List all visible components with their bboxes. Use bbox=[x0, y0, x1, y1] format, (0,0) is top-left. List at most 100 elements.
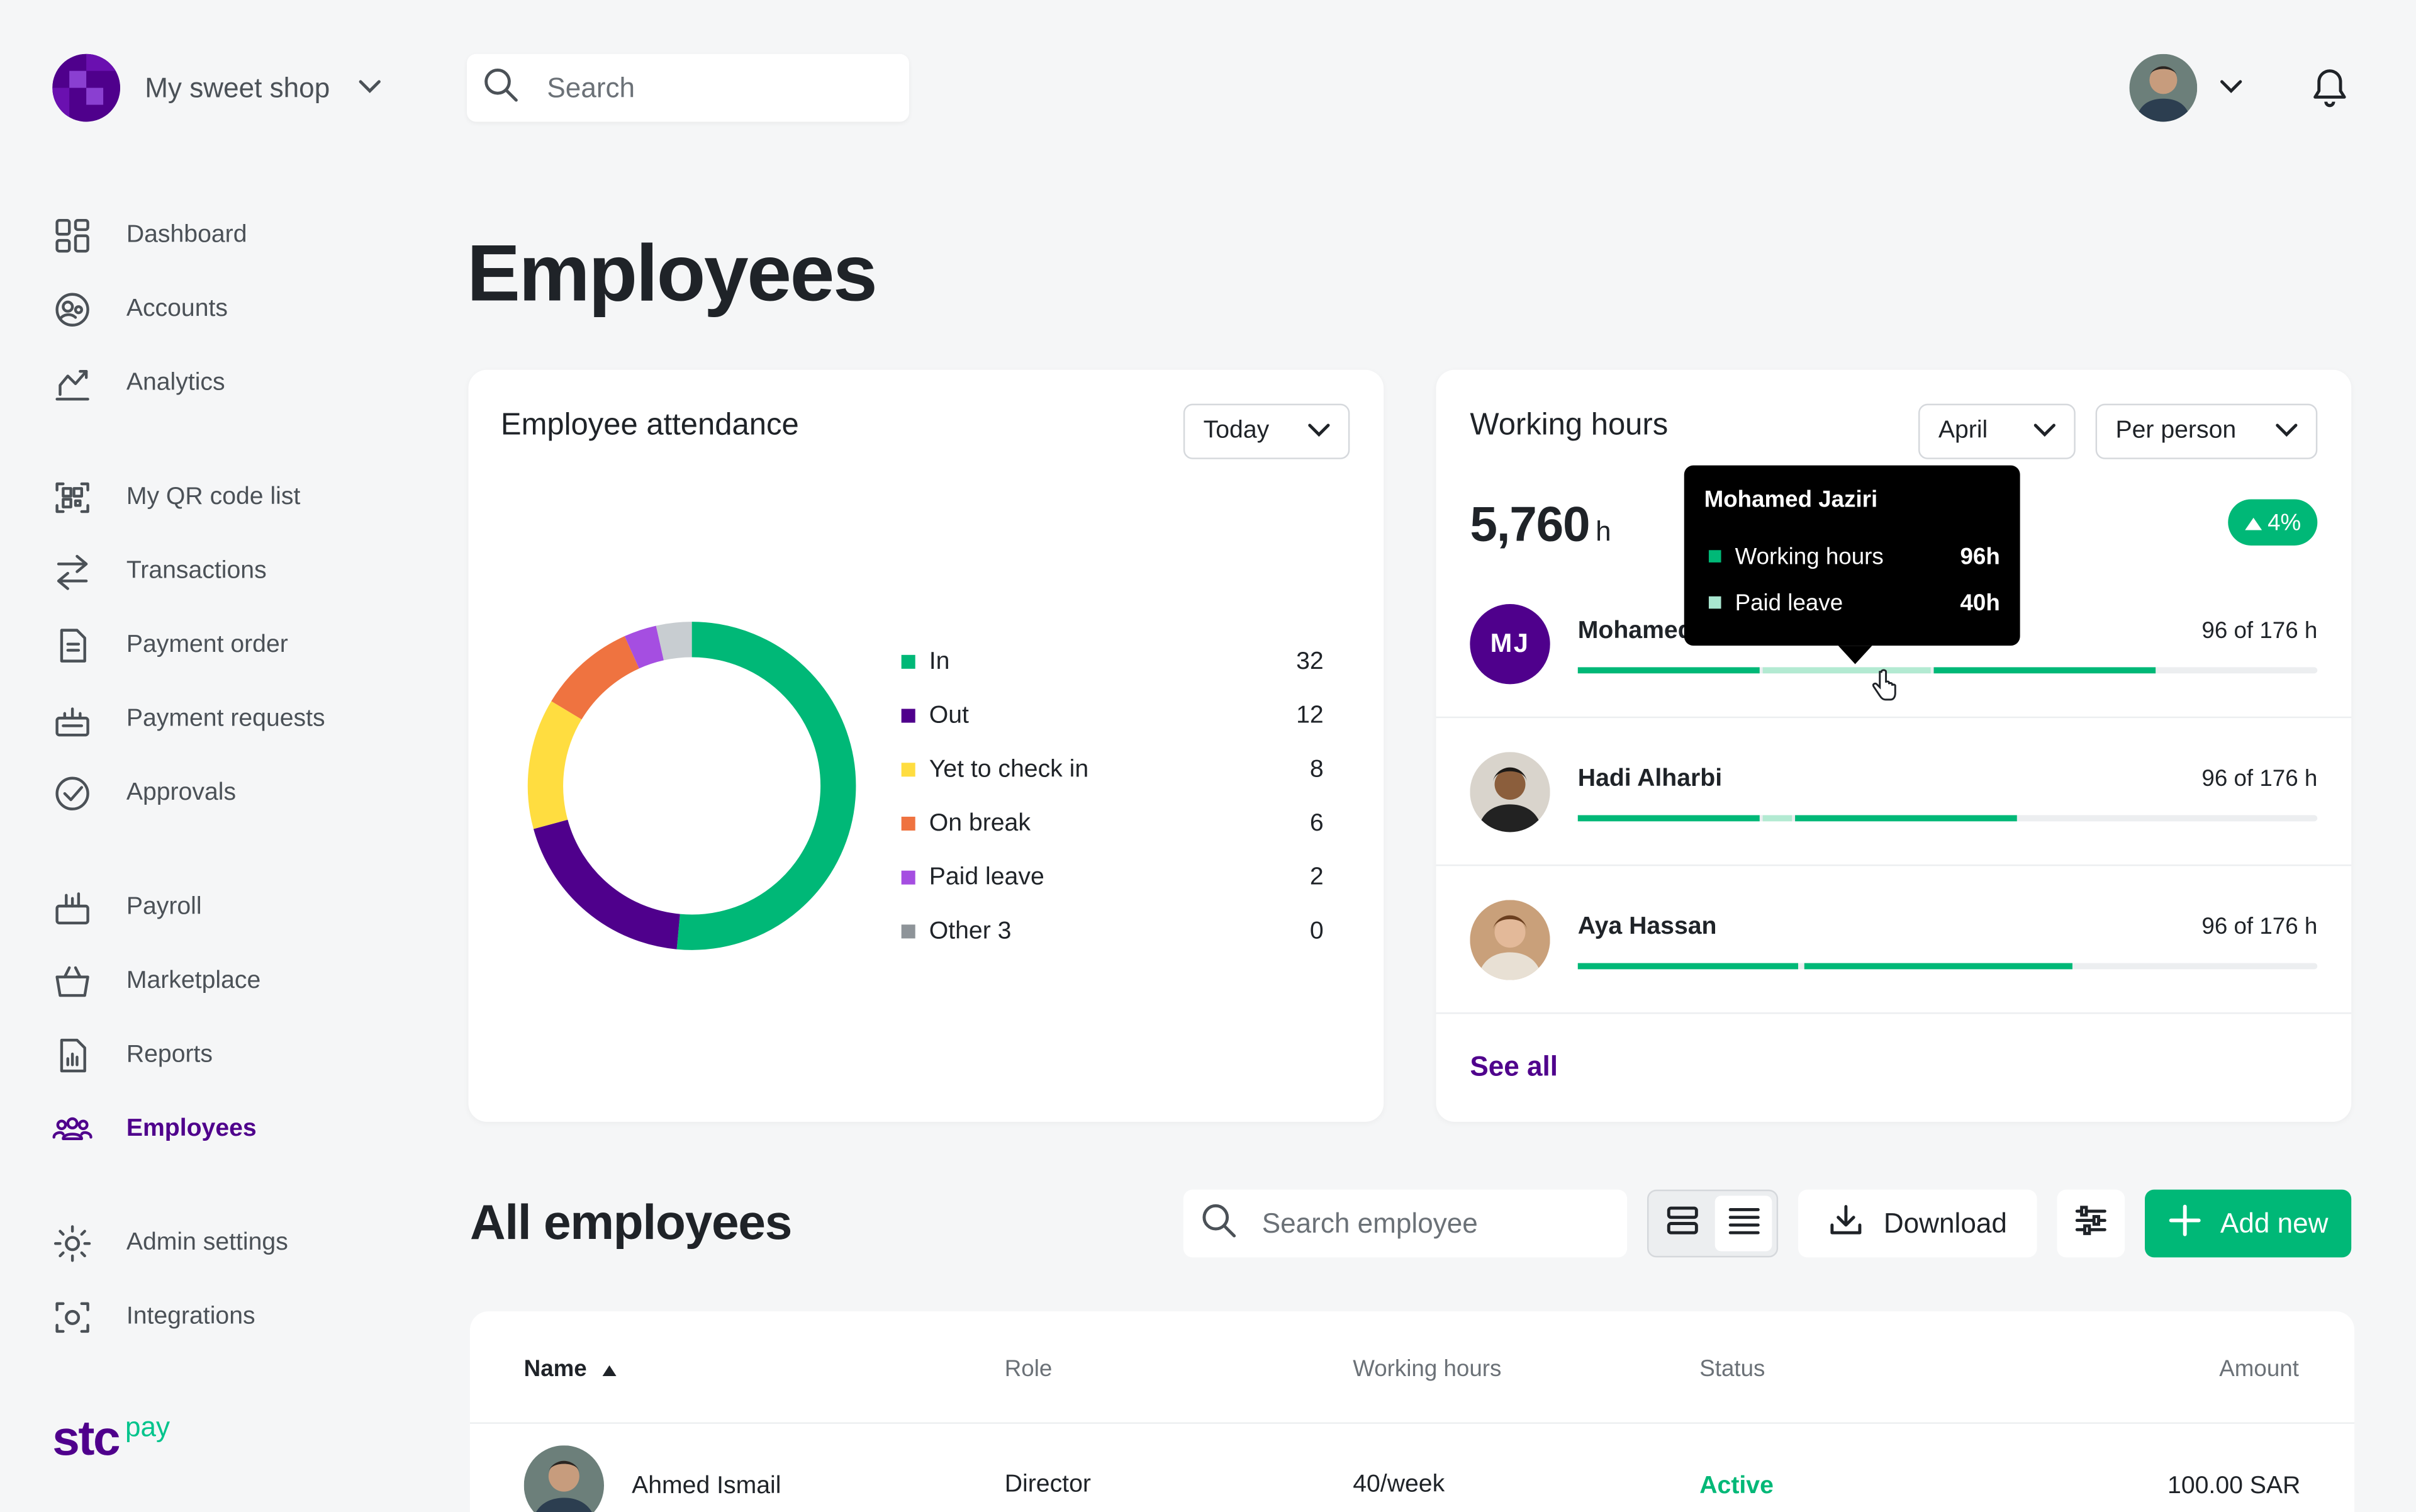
sidebar-item-accounts[interactable]: Accounts bbox=[52, 272, 247, 347]
user-avatar bbox=[2129, 53, 2198, 122]
sidebar-item-payroll[interactable]: Payroll bbox=[52, 871, 260, 945]
all-employees-title: All employees bbox=[469, 1194, 792, 1250]
sidebar-item-dashboard[interactable]: Dashboard bbox=[52, 199, 247, 273]
total-hours-unit: h bbox=[1596, 516, 1611, 547]
tooltip-swatch bbox=[1708, 596, 1721, 609]
download-button[interactable]: Download bbox=[1798, 1189, 2037, 1258]
attendance-period-select[interactable]: Today bbox=[1183, 403, 1350, 459]
column-header-amount[interactable]: Amount bbox=[2219, 1356, 2299, 1382]
filter-button[interactable] bbox=[2057, 1189, 2125, 1258]
global-search bbox=[467, 53, 909, 122]
sidebar-item-employees[interactable]: Employees bbox=[52, 1092, 260, 1167]
sidebar-item-reports[interactable]: Reports bbox=[52, 1019, 260, 1093]
table-header-divider bbox=[469, 1422, 2355, 1424]
person-hours: 96 of 176 h bbox=[2201, 766, 2317, 792]
accounts-icon bbox=[52, 289, 92, 330]
donut-slice-on-break[interactable] bbox=[551, 636, 640, 720]
month-select[interactable]: April bbox=[1918, 403, 2076, 459]
legend-label: On break bbox=[929, 809, 1031, 836]
hours-progress-bar bbox=[1577, 815, 2318, 822]
sidebar-item-label: Integrations bbox=[126, 1303, 255, 1330]
sidebar-group: Dashboard Accounts Analytics bbox=[52, 199, 247, 421]
attendance-title: Employee attendance bbox=[500, 408, 799, 442]
attendance-card: Employee attendance Today In 32 Out 12 Yet t… bbox=[468, 369, 1384, 1122]
hours-done: 96 bbox=[2201, 766, 2228, 792]
donut-slice-paid-leave[interactable] bbox=[624, 625, 664, 669]
sidebar-item-marketplace[interactable]: Marketplace bbox=[52, 944, 260, 1019]
sidebar-item-admin-settings[interactable]: Admin settings bbox=[52, 1207, 288, 1281]
sidebar-item-label: Analytics bbox=[126, 369, 225, 396]
sidebar-group: My QR code list Transactions Payment order… bbox=[52, 461, 325, 831]
column-header-role[interactable]: Role bbox=[1004, 1356, 1053, 1382]
chevron-down-icon bbox=[1308, 418, 1330, 445]
card-view-icon bbox=[1665, 1204, 1699, 1243]
sidebar-item-label: Employees bbox=[126, 1116, 257, 1142]
legend-value: 12 bbox=[1296, 702, 1324, 729]
workspace-switcher[interactable]: My sweet shop bbox=[52, 53, 382, 122]
paid-leave-segment bbox=[1762, 815, 1792, 822]
sidebar-item-approvals[interactable]: Approvals bbox=[52, 756, 325, 831]
sidebar-item-label: Marketplace bbox=[126, 967, 261, 994]
search-input[interactable] bbox=[547, 71, 886, 104]
legend-item: Out 12 bbox=[901, 689, 1324, 743]
avatar bbox=[1470, 752, 1550, 832]
sidebar-item-my-qr-code-list[interactable]: My QR code list bbox=[52, 461, 325, 535]
payment-requests-icon bbox=[52, 700, 92, 740]
list-view-button[interactable] bbox=[1714, 1196, 1772, 1252]
hours-total: 176 h bbox=[2259, 914, 2318, 940]
cell-name: Ahmed Ismail bbox=[632, 1473, 781, 1499]
person-row[interactable]: MJ Mohamed 96 of 176 h bbox=[1436, 570, 2352, 719]
column-header-status[interactable]: Status bbox=[1699, 1356, 1765, 1382]
working-hours-card: Working hours April Per person 5,760 h 4%… bbox=[1436, 369, 2352, 1122]
legend-item: On break 6 bbox=[901, 797, 1324, 851]
period-value: Today bbox=[1203, 417, 1270, 444]
cell-role: Director bbox=[1004, 1471, 1091, 1498]
employees-icon bbox=[52, 1109, 92, 1150]
sidebar-item-label: Accounts bbox=[126, 296, 228, 322]
working-hours-title: Working hours bbox=[1470, 408, 1669, 442]
column-header-name[interactable]: Name bbox=[524, 1356, 617, 1382]
working-hours-segment bbox=[1933, 667, 2156, 674]
sidebar-item-transactions[interactable]: Transactions bbox=[52, 535, 325, 609]
working-hours-segment bbox=[1577, 963, 1798, 970]
search-icon bbox=[1200, 1201, 1238, 1246]
donut-slice-out[interactable] bbox=[533, 819, 681, 949]
bell-icon[interactable] bbox=[2311, 68, 2348, 116]
working-hours-segment bbox=[1577, 815, 1760, 822]
sidebar-item-label: Dashboard bbox=[126, 221, 247, 249]
person-hours: 96 of 176 h bbox=[2201, 914, 2317, 940]
tooltip-swatch bbox=[1708, 550, 1721, 563]
paid-leave-segment bbox=[1762, 667, 1930, 674]
grouping-select[interactable]: Per person bbox=[2095, 403, 2318, 459]
hours-total: 176 h bbox=[2259, 766, 2318, 792]
hours-done: 96 bbox=[2201, 914, 2228, 940]
integrations-icon bbox=[52, 1297, 92, 1338]
sidebar-item-payment-order[interactable]: Payment order bbox=[52, 608, 325, 683]
person-row[interactable]: Aya Hassan 96 of 176 h bbox=[1436, 866, 2352, 1014]
person-name: Hadi Alharbi bbox=[1577, 766, 1723, 792]
card-view-button[interactable] bbox=[1653, 1196, 1711, 1251]
tooltip-row: Working hours 96h bbox=[1704, 533, 2000, 579]
donut-slice-yet-to-check-in[interactable] bbox=[527, 701, 582, 829]
sidebar-item-payment-requests[interactable]: Payment requests bbox=[52, 683, 325, 757]
tooltip-value: 40h bbox=[1960, 589, 2000, 616]
user-menu[interactable] bbox=[2129, 53, 2244, 122]
employee-search-input[interactable] bbox=[1261, 1207, 1617, 1240]
sidebar-item-label: Reports bbox=[126, 1041, 213, 1068]
donut-slice-other-3[interactable] bbox=[656, 622, 693, 661]
sidebar-group: Admin settings Integrations bbox=[52, 1207, 288, 1355]
sidebar-item-analytics[interactable]: Analytics bbox=[52, 347, 247, 421]
see-all-link[interactable]: See all bbox=[1470, 1051, 1558, 1082]
column-header-hours[interactable]: Working hours bbox=[1353, 1356, 1502, 1382]
donut-slice-in[interactable] bbox=[676, 622, 856, 950]
legend-label: In bbox=[929, 647, 950, 675]
add-new-button[interactable]: Add new bbox=[2145, 1189, 2352, 1258]
person-row[interactable]: Hadi Alharbi 96 of 176 h bbox=[1436, 718, 2352, 866]
grouping-value: Per person bbox=[2115, 417, 2237, 444]
add-new-label: Add new bbox=[2220, 1207, 2329, 1238]
legend-value: 8 bbox=[1309, 756, 1324, 782]
filter-sliders-icon bbox=[2072, 1201, 2110, 1246]
hours-progress-bar bbox=[1577, 963, 2318, 970]
sidebar-item-integrations[interactable]: Integrations bbox=[52, 1280, 288, 1355]
month-value: April bbox=[1938, 417, 1988, 444]
